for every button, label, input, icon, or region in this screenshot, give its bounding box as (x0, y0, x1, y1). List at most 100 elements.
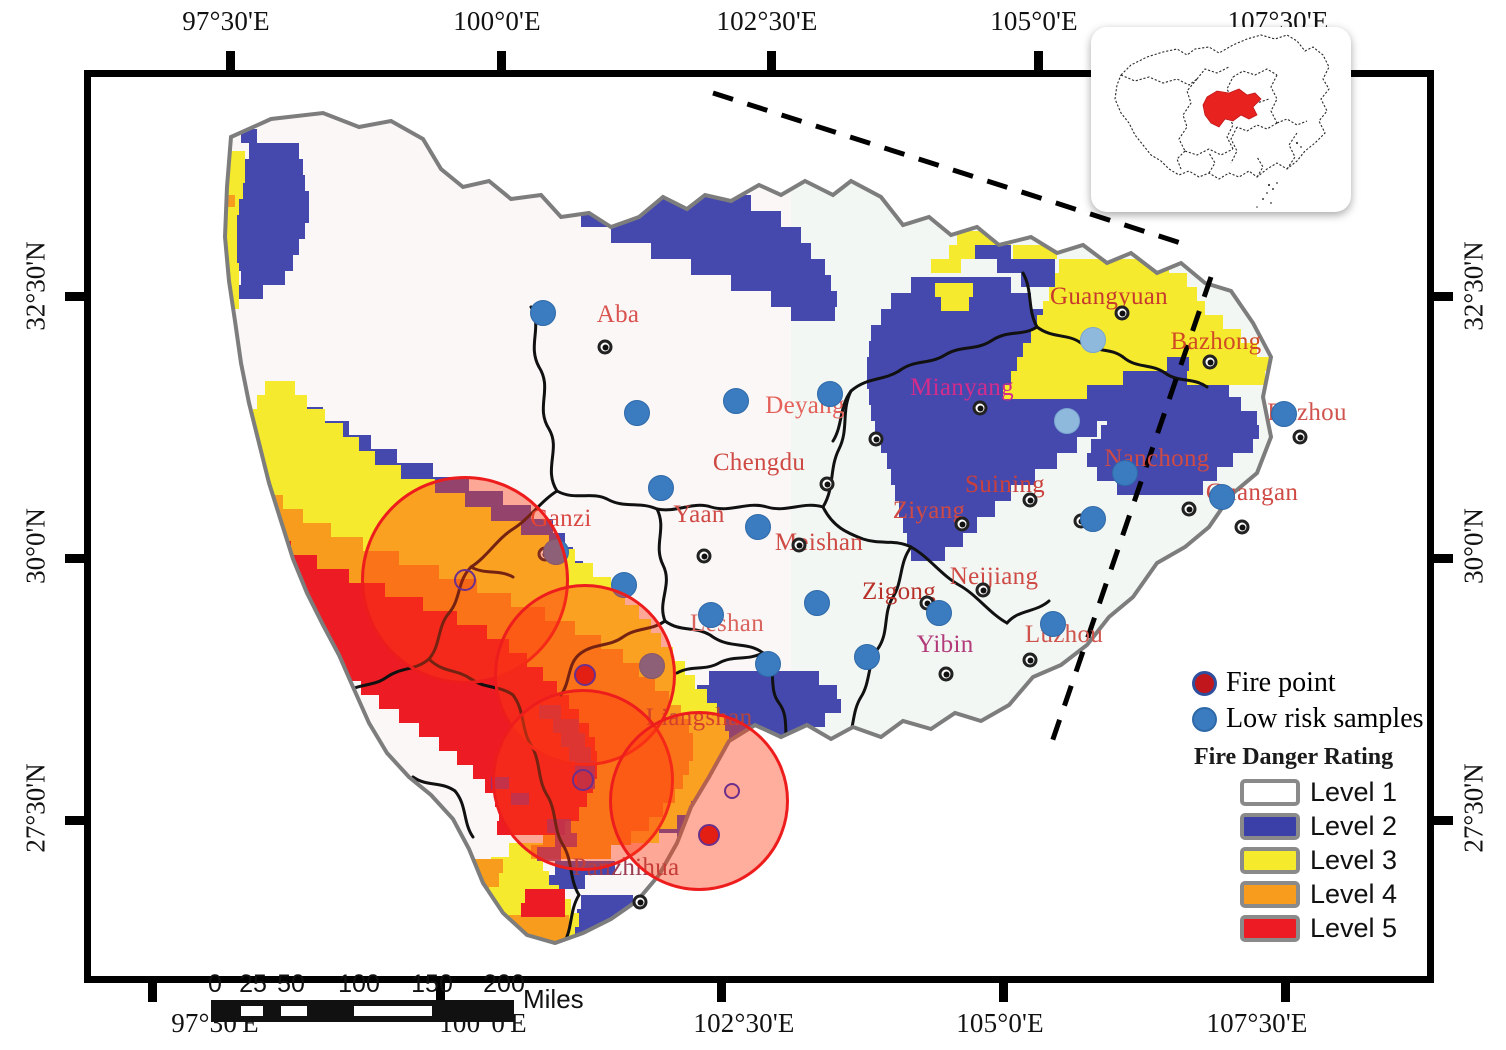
scale-tick: 100 (338, 970, 380, 998)
city-dot (1114, 305, 1130, 321)
level-2-swatch (1240, 813, 1300, 840)
lat-label-right-2: 27°30'N (1458, 763, 1489, 853)
low-risk-sample-point[interactable] (648, 475, 674, 501)
map-legend: Fire point Low risk samples Fire Danger … (1192, 667, 1442, 947)
low-risk-sample-point[interactable] (1080, 506, 1106, 532)
tick-bot-1 (436, 976, 445, 1002)
city-dot (972, 400, 988, 416)
low-risk-sample-point[interactable] (530, 300, 556, 326)
tick-right-1 (1427, 554, 1453, 563)
lon-label-bot-3: 105°0'E (956, 1008, 1044, 1038)
tick-right-2 (1427, 816, 1453, 825)
low-risk-sample-point[interactable] (1209, 484, 1235, 510)
low-risk-sample-point[interactable] (1112, 460, 1138, 486)
tick-left-2 (65, 816, 91, 825)
lat-label-right-0: 32°30'N (1458, 241, 1489, 331)
lat-label-right-1: 30°0'N (1458, 508, 1489, 584)
low-risk-sample-point[interactable] (817, 381, 843, 407)
low-risk-sample-point[interactable] (1054, 408, 1080, 434)
scale-bar: 0 25 50 100 150 200 Miles (208, 970, 584, 1022)
scale-bar-segment (354, 1006, 432, 1016)
tick-left-1 (65, 554, 91, 563)
scale-bar-segment (241, 1006, 263, 1016)
lat-label-left-0: 32°30'N (20, 241, 51, 331)
tick-top-2 (767, 51, 776, 77)
city-dot (1234, 519, 1250, 535)
city-dot (1292, 429, 1308, 445)
tick-right-0 (1427, 292, 1453, 301)
fire-point[interactable] (698, 824, 720, 846)
city-label: Meishan (774, 529, 864, 556)
low-risk-sample-point[interactable] (1271, 401, 1297, 427)
lon-label-top-1: 100°0'E (453, 6, 541, 36)
tick-bot-4 (1281, 976, 1290, 1002)
city-dot (1181, 501, 1197, 517)
map-neatline-frame: Aba Ganzi Deyang Chengdu Yaan Meishan Zi… (65, 51, 1453, 1022)
city-dot (954, 516, 970, 532)
fire-point-halo (609, 711, 789, 891)
city-label: Guangyuan (1050, 283, 1168, 310)
legend-row-level-1: Level 1 (1192, 777, 1442, 808)
fire-danger-rating-title: Fire Danger Rating (1194, 744, 1394, 770)
china-locator-inset[interactable] (1091, 27, 1351, 212)
legend-row-level-4: Level 4 (1192, 879, 1442, 910)
city-label: Ziyang (892, 497, 966, 524)
legend-row-low-risk: Low risk samples (1192, 703, 1442, 735)
lat-label-left-1: 30°0'N (20, 508, 51, 584)
city-dot (696, 548, 712, 564)
low-risk-sample-point[interactable] (1040, 611, 1066, 637)
level-4-swatch (1240, 881, 1300, 908)
lon-label-top-3: 105°0'E (990, 6, 1078, 36)
low-risk-sample-point[interactable] (723, 388, 749, 414)
low-risk-sample-point[interactable] (854, 644, 880, 670)
low-risk-sample-point[interactable] (755, 651, 781, 677)
scale-bar-graphic (211, 1000, 514, 1022)
low-risk-sample-point[interactable] (1080, 327, 1106, 353)
city-label: Yibin (916, 631, 974, 658)
legend-label: Level 5 (1310, 913, 1398, 943)
lon-label-bot-4: 107°30'E (1206, 1008, 1308, 1038)
city-dot (819, 476, 835, 492)
tick-left-0 (65, 292, 91, 301)
city-dot (1022, 492, 1038, 508)
fire-point[interactable] (724, 783, 740, 799)
fire-point[interactable] (454, 569, 476, 591)
legend-label: Level 3 (1310, 845, 1398, 875)
legend-label: Level 1 (1310, 777, 1398, 807)
province-outline (222, 110, 1274, 946)
tick-top-3 (1034, 51, 1043, 77)
legend-row-level-5: Level 5 (1192, 913, 1442, 944)
lat-label-left-2: 27°30'N (20, 763, 51, 853)
low-risk-sample-point[interactable] (745, 514, 771, 540)
legend-row-fire-point: Fire point (1192, 667, 1442, 699)
level-3-swatch (1240, 847, 1300, 874)
city-label: Mianyang (910, 374, 1014, 401)
level-5-swatch (1240, 915, 1300, 942)
scale-bar-unit: Miles (523, 984, 584, 1014)
city-dot (975, 582, 991, 598)
fire-point[interactable] (574, 664, 596, 686)
low-risk-sample-point[interactable] (698, 602, 724, 628)
scale-tick: 25 (239, 970, 267, 998)
city-label: Aba (596, 301, 640, 328)
low-risk-sample-point[interactable] (804, 590, 830, 616)
low-risk-sample-point[interactable] (926, 600, 952, 626)
city-dot (597, 339, 613, 355)
scale-tick: 150 (411, 970, 453, 998)
lon-label-bot-2: 102°30'E (693, 1008, 795, 1038)
lon-label-top-2: 102°30'E (716, 6, 818, 36)
city-dot (791, 537, 807, 553)
tick-top-0 (226, 51, 235, 77)
city-label: Yaan (673, 501, 725, 528)
legend-label: Level 2 (1310, 811, 1398, 841)
tick-bot-0 (148, 976, 157, 1002)
city-label: Bazhong (1170, 328, 1262, 355)
city-label: Chengdu (712, 449, 806, 476)
legend-row-level-3: Level 3 (1192, 845, 1442, 876)
legend-row-level-2: Level 2 (1192, 811, 1442, 842)
level-1-swatch (1240, 779, 1300, 806)
fire-point[interactable] (572, 769, 594, 791)
china-outline-svg (1114, 34, 1330, 208)
low-risk-sample-point[interactable] (624, 400, 650, 426)
